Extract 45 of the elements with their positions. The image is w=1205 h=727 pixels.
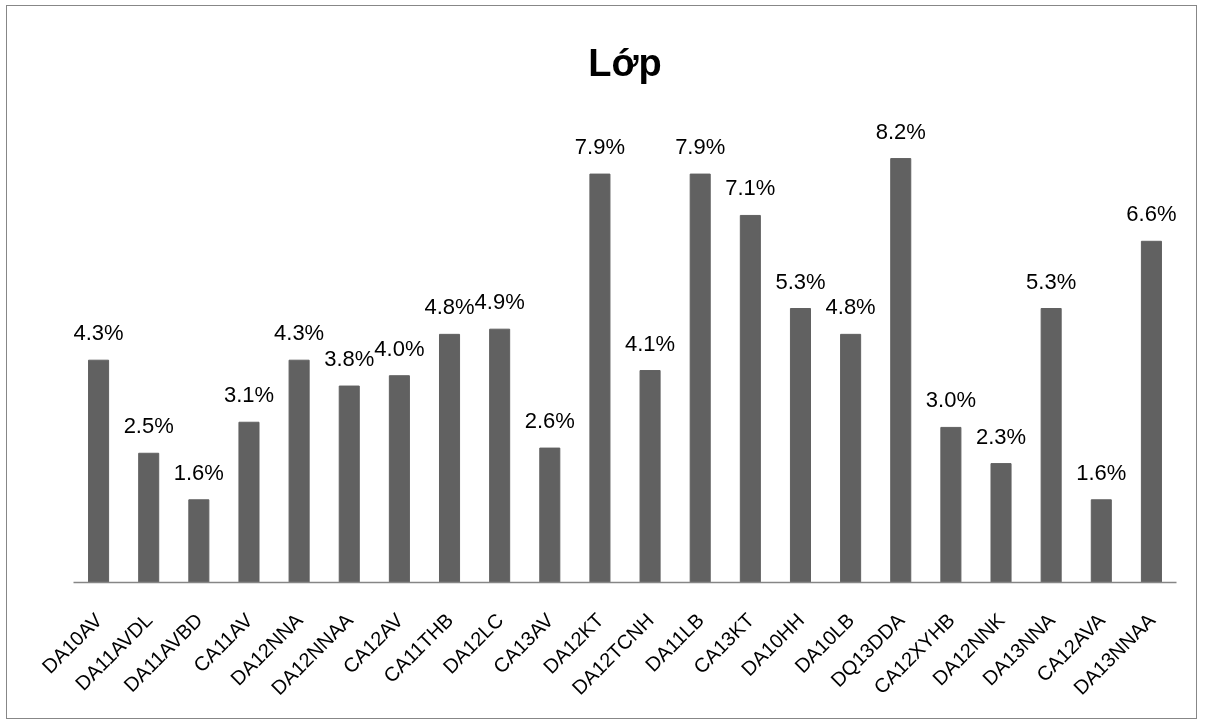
bar: [689, 173, 711, 583]
data-label: 1.6%: [173, 459, 224, 485]
data-label: 7.9%: [574, 134, 626, 160]
bar: [789, 308, 811, 583]
data-label: 7.9%: [675, 134, 726, 160]
bar: [1040, 308, 1062, 583]
bar: [1090, 499, 1112, 583]
bar: [589, 173, 611, 583]
bar: [890, 158, 912, 583]
data-label: 3.0%: [925, 387, 976, 413]
bar: [338, 385, 360, 583]
bar: [940, 426, 962, 583]
data-label: 4.1%: [625, 330, 676, 356]
data-label: 3.1%: [223, 382, 275, 408]
bar: [639, 370, 661, 583]
data-label: 4.3%: [274, 320, 325, 346]
data-label: 2.3%: [975, 423, 1027, 449]
bar: [489, 328, 511, 583]
bar: [439, 333, 461, 583]
data-label: 2.5%: [123, 413, 174, 439]
data-label: 5.3%: [1026, 268, 1077, 294]
bar: [88, 359, 110, 583]
bar: [238, 421, 260, 583]
data-label: 8.2%: [875, 118, 926, 144]
data-label: 3.8%: [324, 346, 375, 372]
bar: [138, 452, 160, 583]
chart-title: Lớp: [588, 41, 662, 84]
bar: [188, 499, 210, 583]
bar: [840, 333, 862, 583]
data-label: 5.3%: [775, 268, 826, 294]
data-label: 7.1%: [725, 175, 776, 201]
data-label: 1.6%: [1076, 459, 1127, 485]
data-label: 2.6%: [524, 408, 575, 434]
bar: [539, 447, 561, 583]
bar: [288, 359, 310, 583]
bar: [990, 463, 1012, 583]
data-label: 4.0%: [374, 335, 425, 361]
bar: [1140, 240, 1162, 583]
data-label: 6.6%: [1126, 201, 1177, 227]
data-label: 4.8%: [424, 294, 475, 320]
bar: [739, 214, 761, 583]
data-label: 4.8%: [825, 294, 876, 320]
bar: [388, 375, 410, 583]
data-label: 4.3%: [73, 320, 124, 346]
data-label: 4.9%: [474, 289, 525, 315]
